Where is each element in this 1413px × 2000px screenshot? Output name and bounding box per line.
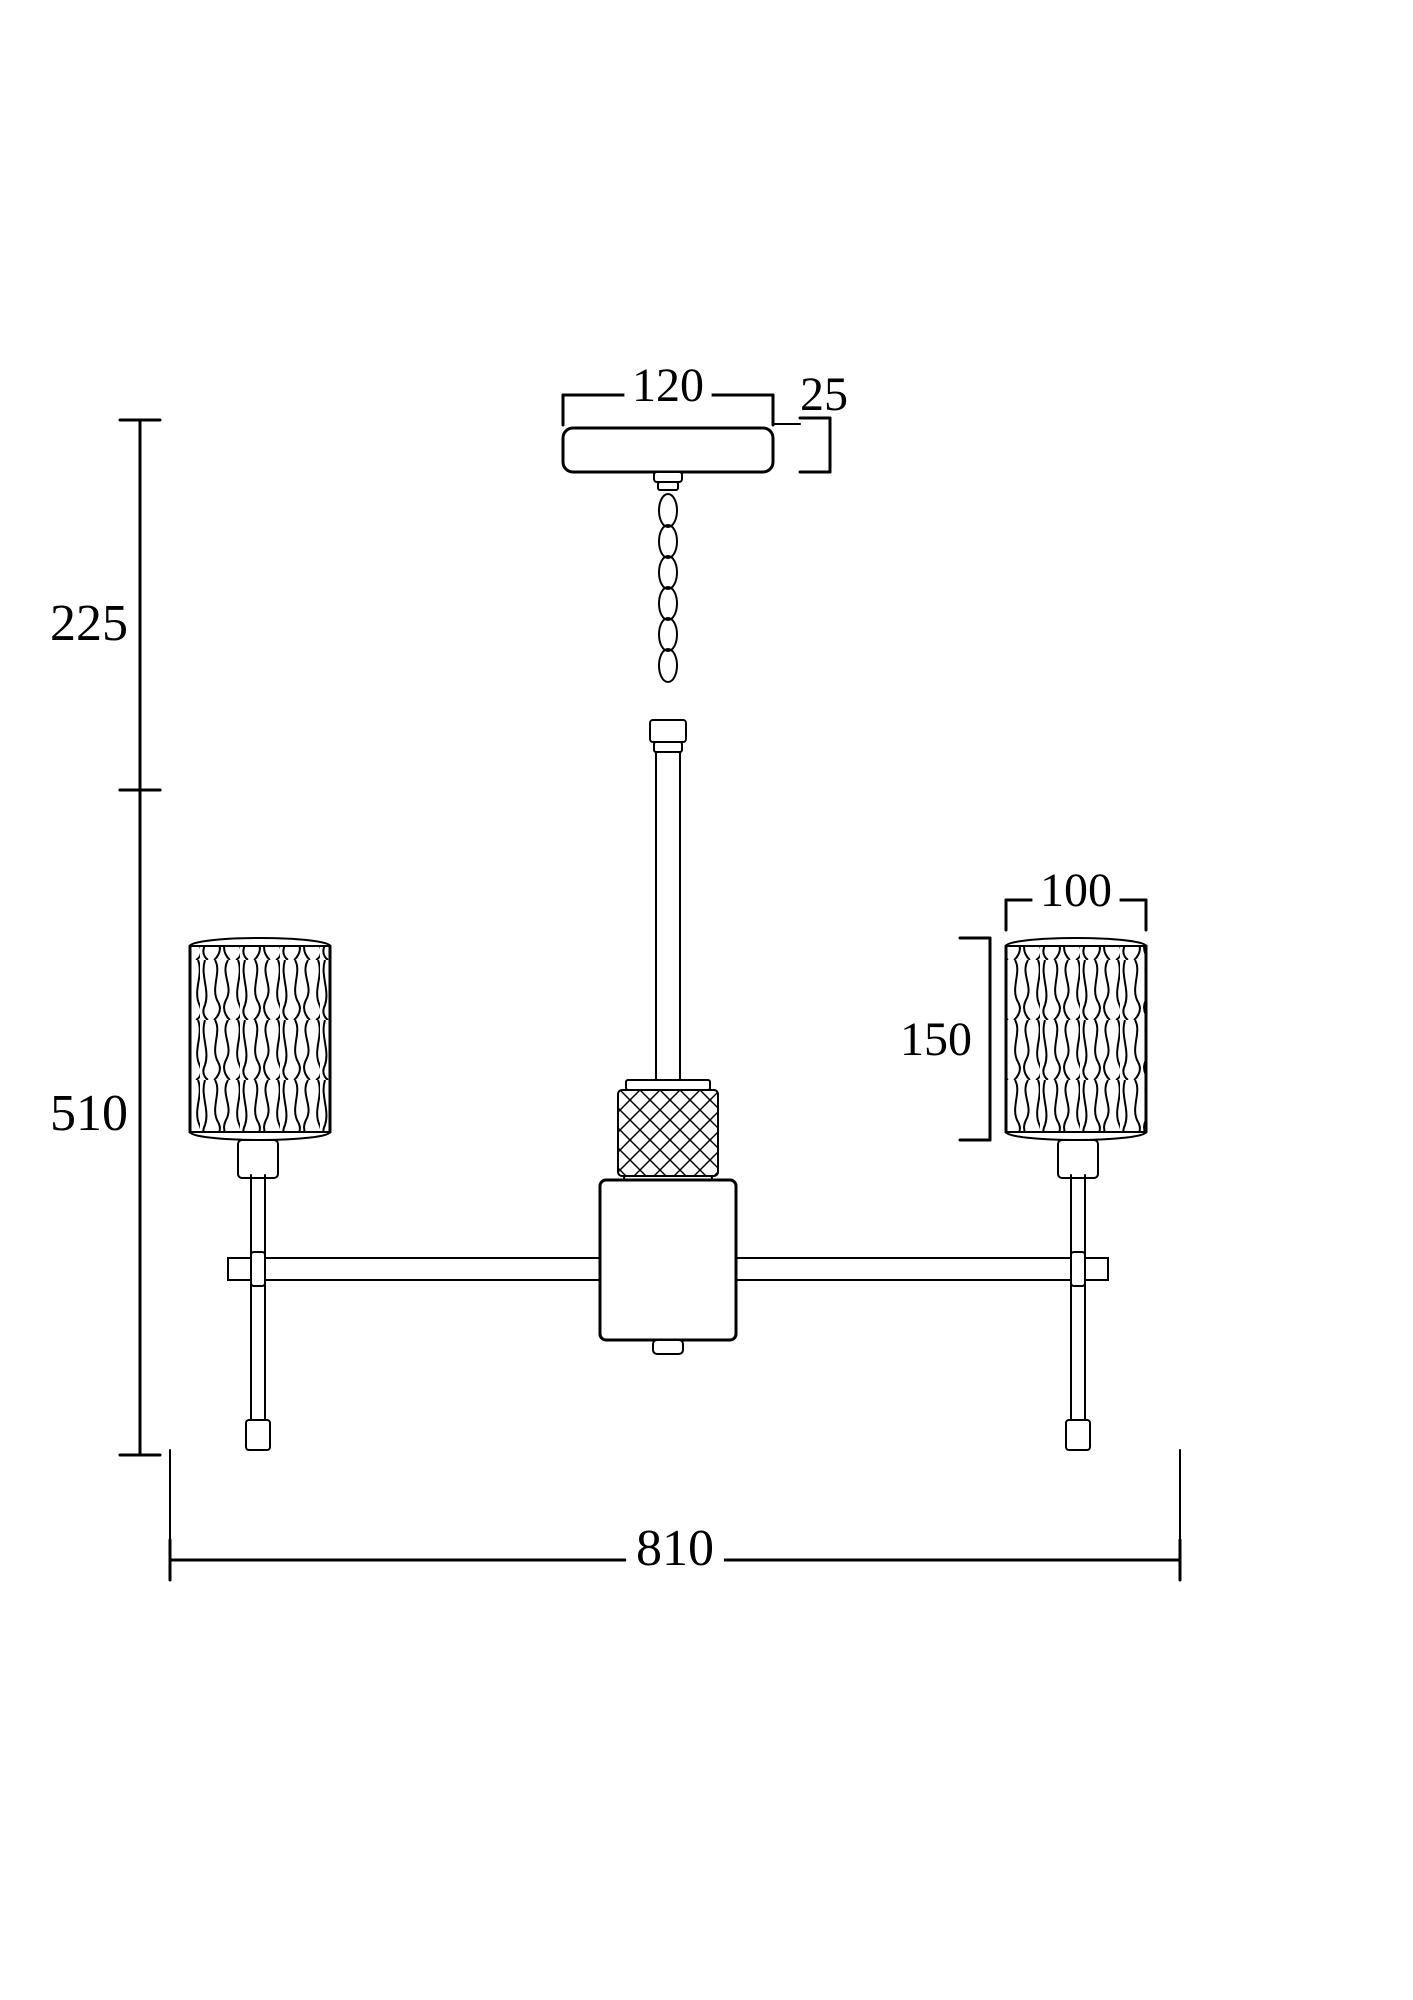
dimension: 810 bbox=[170, 1520, 1180, 1580]
dimension: 150 bbox=[900, 938, 990, 1140]
dimension: 510 bbox=[50, 790, 160, 1455]
svg-text:100: 100 bbox=[1040, 864, 1112, 917]
svg-text:510: 510 bbox=[50, 1085, 128, 1142]
svg-text:150: 150 bbox=[900, 1013, 972, 1066]
dimension: 225 bbox=[50, 420, 160, 790]
dimension: 100 bbox=[1006, 864, 1146, 930]
dim-canopy-height: 25 bbox=[773, 368, 848, 472]
dimension: 120 bbox=[563, 359, 773, 425]
svg-text:25: 25 bbox=[800, 368, 848, 421]
svg-text:810: 810 bbox=[636, 1520, 714, 1577]
svg-text:120: 120 bbox=[632, 359, 704, 412]
svg-text:225: 225 bbox=[50, 595, 128, 652]
